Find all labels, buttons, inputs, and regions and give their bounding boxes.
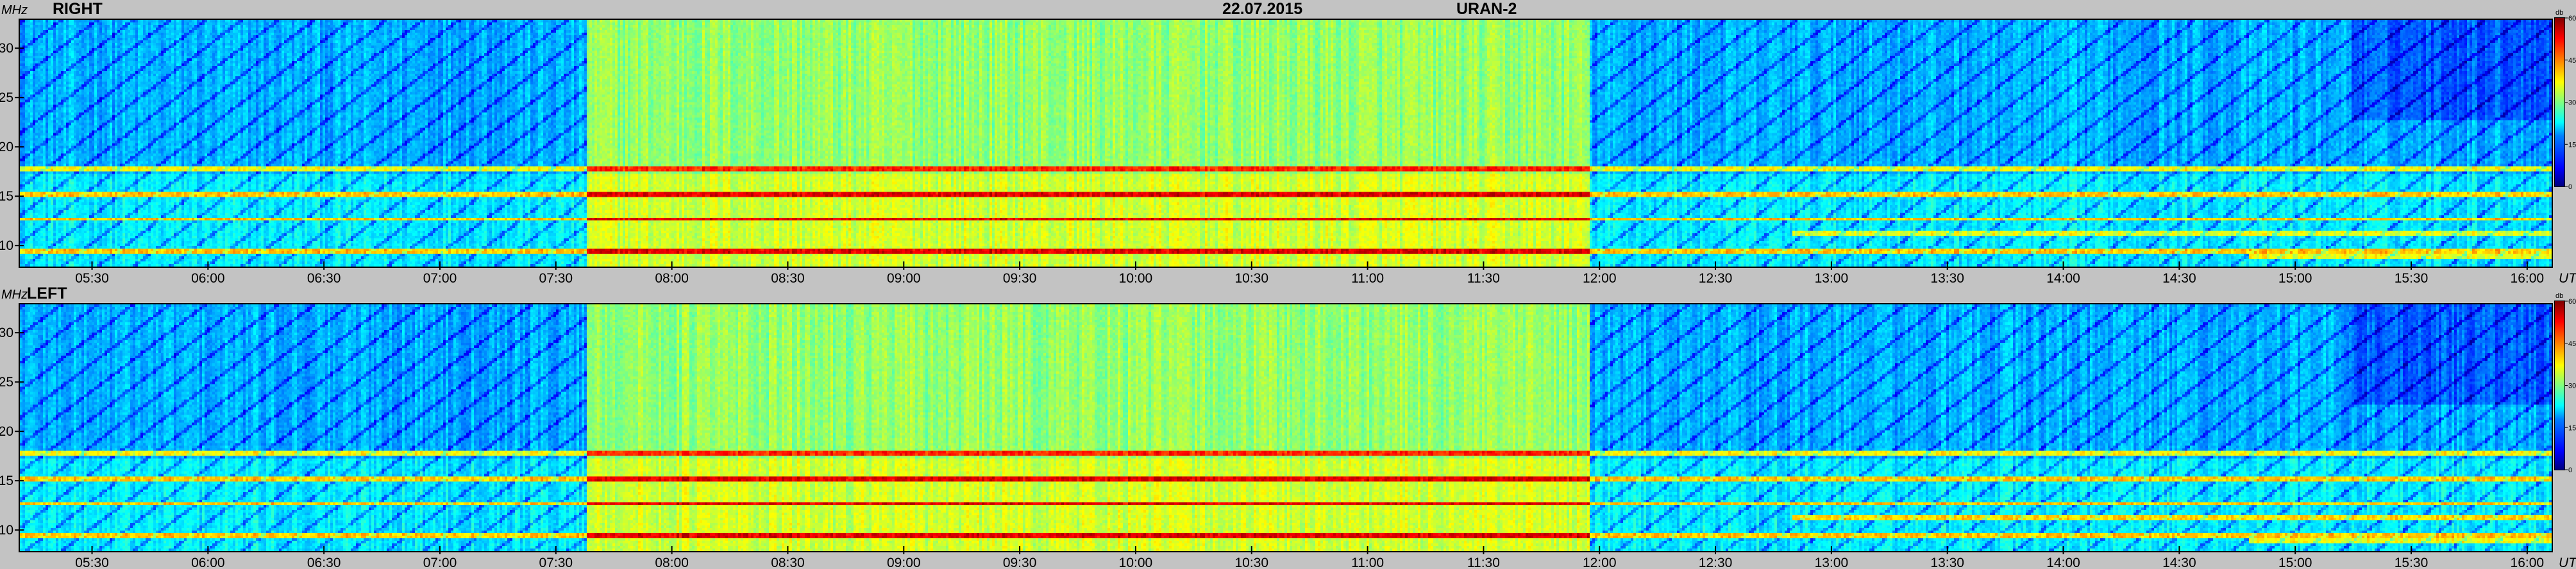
x-tick-label: 12:00: [1583, 556, 1617, 569]
x-tick-label: 12:00: [1583, 271, 1617, 284]
colorbar-right: [2554, 17, 2565, 187]
instrument-label: URAN-2: [1456, 0, 1517, 18]
date-label: 22.07.2015: [1222, 0, 1303, 18]
y-tick-label: 20: [0, 140, 13, 154]
spectrogram-right: [19, 19, 2553, 268]
x-tick-label: 13:00: [1815, 271, 1849, 284]
y-unit-label-left: MHz: [1, 288, 28, 302]
y-tick-label: 30: [0, 41, 13, 56]
spectrogram-right-image: [20, 20, 2552, 267]
y-unit-label-right: MHz: [1, 3, 28, 17]
colorbar-tick-label: 15: [2568, 141, 2576, 149]
x-tick-label: 09:00: [887, 271, 921, 284]
colorbar-tick-label: 0: [2568, 466, 2572, 474]
colorbar-tick-label: 30: [2568, 99, 2576, 107]
x-tick-label: 14:30: [2162, 271, 2196, 284]
panel-title-right: RIGHT: [53, 0, 103, 18]
x-tick-label: 14:00: [2046, 271, 2080, 284]
y-tick-label: 30: [0, 326, 13, 340]
colorbar-tick-label: 30: [2568, 383, 2576, 390]
x-tick-label: 15:00: [2278, 271, 2312, 284]
x-tick-label: 06:00: [191, 556, 225, 569]
colorbar-unit-label: db: [2555, 9, 2563, 17]
x-tick-label: 13:30: [1930, 556, 1964, 569]
x-tick-label: 11:00: [1351, 556, 1384, 569]
x-tick-label: 09:00: [887, 556, 921, 569]
x-tick-label: 10:30: [1234, 556, 1268, 569]
x-tick-label: 13:00: [1815, 556, 1849, 569]
colorbar-unit-label: db: [2555, 292, 2563, 300]
x-tick-label: 08:00: [655, 271, 689, 284]
x-tick-label: 08:30: [771, 556, 805, 569]
x-tick-label: 14:30: [2162, 556, 2196, 569]
x-unit-label: UT: [2559, 271, 2576, 284]
x-tick-label: 11:00: [1351, 271, 1384, 284]
colorbar-tick-label: 60: [2568, 15, 2576, 22]
x-tick-label: 09:30: [1003, 556, 1037, 569]
colorbar-tick-label: 0: [2568, 183, 2572, 191]
spectrogram-left-image: [20, 304, 2552, 551]
y-tick-label: 15: [0, 474, 13, 488]
x-tick-label: 15:00: [2278, 556, 2312, 569]
x-tick-label: 07:00: [423, 556, 457, 569]
x-tick-label: 07:30: [539, 271, 573, 284]
x-tick-label: 08:30: [771, 271, 805, 284]
x-tick-label: 12:30: [1699, 271, 1733, 284]
colorbar-tick-label: 60: [2568, 298, 2576, 306]
panel-title-left: LEFT: [27, 284, 67, 302]
x-tick-label: 07:30: [539, 556, 573, 569]
x-tick-label: 11:30: [1467, 271, 1500, 284]
spectrogram-left: [19, 303, 2553, 552]
x-tick-label: 16:00: [2511, 271, 2545, 284]
x-tick-label: 06:00: [191, 271, 225, 284]
x-tick-label: 14:00: [2046, 556, 2080, 569]
x-tick-label: 07:00: [423, 271, 457, 284]
x-tick-label: 11:30: [1467, 556, 1500, 569]
x-unit-label: UT: [2559, 556, 2576, 569]
colorbar-tick-label: 15: [2568, 424, 2576, 432]
x-tick-label: 12:30: [1699, 556, 1733, 569]
y-tick-label: 15: [0, 189, 13, 204]
x-tick-label: 10:00: [1119, 271, 1153, 284]
x-tick-label: 15:30: [2395, 271, 2429, 284]
y-tick-label: 25: [0, 90, 13, 105]
colorbar-left: [2554, 301, 2565, 470]
x-tick-label: 06:30: [307, 556, 341, 569]
x-tick-label: 16:00: [2511, 556, 2545, 569]
x-tick-label: 10:30: [1234, 271, 1268, 284]
x-tick-label: 05:30: [75, 271, 109, 284]
x-tick-label: 15:30: [2395, 556, 2429, 569]
axes-right: 05:30 06:00 06:30 07:00 07:30 08:00 08:30 09:00…: [0, 9, 2576, 284]
x-tick-label: 13:30: [1930, 271, 1964, 284]
x-tick-label: 08:00: [655, 556, 689, 569]
y-tick-label: 10: [0, 238, 13, 253]
colorbar-tick-label: 45: [2568, 340, 2576, 348]
x-tick-label: 05:30: [75, 556, 109, 569]
x-tick-label: 06:30: [307, 271, 341, 284]
y-tick-label: 25: [0, 375, 13, 390]
y-tick-label: 10: [0, 523, 13, 538]
y-tick-label: 20: [0, 424, 13, 439]
x-tick-label: 10:00: [1119, 556, 1153, 569]
colorbar-tick-label: 45: [2568, 57, 2576, 65]
x-tick-label: 09:30: [1003, 271, 1037, 284]
